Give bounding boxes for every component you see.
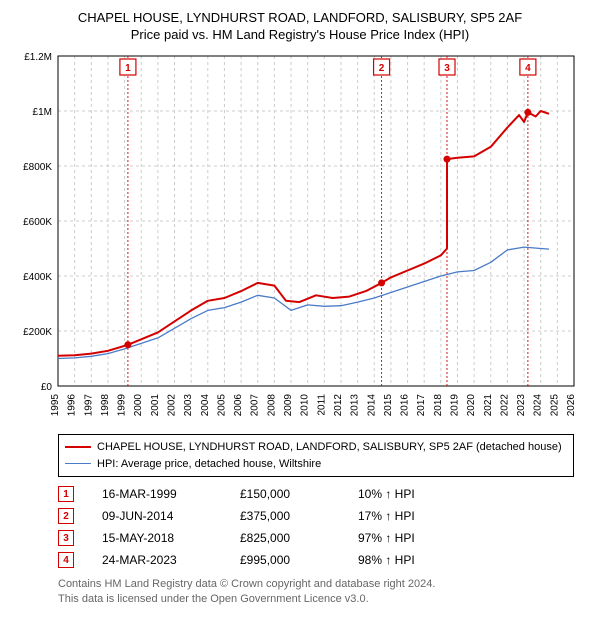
svg-text:2017: 2017 — [416, 394, 427, 417]
transaction-row: 3 15-MAY-2018 £825,000 97% ↑ HPI — [58, 527, 574, 549]
transaction-marker: 3 — [58, 530, 74, 546]
svg-text:2015: 2015 — [383, 394, 394, 417]
transaction-price: £375,000 — [240, 509, 330, 523]
transaction-date: 15-MAY-2018 — [102, 531, 212, 545]
svg-text:2020: 2020 — [466, 394, 477, 417]
svg-text:2022: 2022 — [499, 394, 510, 417]
svg-text:2: 2 — [379, 63, 385, 74]
transaction-row: 1 16-MAR-1999 £150,000 10% ↑ HPI — [58, 483, 574, 505]
svg-text:£1M: £1M — [33, 107, 52, 118]
svg-text:2026: 2026 — [566, 394, 577, 417]
svg-text:2011: 2011 — [316, 394, 327, 416]
svg-text:1999: 1999 — [117, 394, 128, 417]
svg-text:2021: 2021 — [483, 394, 494, 417]
transactions-table: 1 16-MAR-1999 £150,000 10% ↑ HPI 2 09-JUN-201… — [58, 483, 574, 571]
svg-text:£1.2M: £1.2M — [24, 52, 52, 63]
svg-text:2023: 2023 — [516, 394, 527, 417]
legend-swatch — [65, 463, 91, 464]
chart-title: CHAPEL HOUSE, LYNDHURST ROAD, LANDFORD, … — [12, 10, 588, 25]
svg-text:4: 4 — [525, 63, 531, 74]
legend-label: HPI: Average price, detached house, Wilt… — [97, 456, 321, 473]
svg-text:1: 1 — [125, 63, 131, 74]
svg-text:1997: 1997 — [83, 394, 94, 417]
transaction-date: 24-MAR-2023 — [102, 553, 212, 567]
svg-text:2004: 2004 — [200, 394, 211, 417]
svg-text:2009: 2009 — [283, 394, 294, 417]
svg-text:£600K: £600K — [23, 217, 52, 228]
transaction-date: 16-MAR-1999 — [102, 487, 212, 501]
svg-text:2001: 2001 — [150, 394, 161, 417]
svg-text:2019: 2019 — [449, 394, 460, 417]
svg-text:2025: 2025 — [549, 394, 560, 417]
svg-text:2005: 2005 — [216, 394, 227, 417]
legend-box: CHAPEL HOUSE, LYNDHURST ROAD, LANDFORD, … — [58, 434, 574, 477]
svg-text:1995: 1995 — [50, 394, 61, 417]
svg-text:2000: 2000 — [133, 394, 144, 417]
transaction-price: £825,000 — [240, 531, 330, 545]
legend-swatch — [65, 446, 91, 448]
svg-text:£200K: £200K — [23, 327, 52, 338]
chart-area: £0 £200K £400K £600K £800K £1M £1.2M 1995 1996 19… — [12, 48, 588, 428]
transaction-date: 09-JUN-2014 — [102, 509, 212, 523]
transaction-price: £995,000 — [240, 553, 330, 567]
transaction-marker: 4 — [58, 552, 74, 568]
footer-line-1: Contains HM Land Registry data © Crown c… — [58, 577, 574, 592]
chart-svg: £0 £200K £400K £600K £800K £1M £1.2M 1995 1996 19… — [12, 48, 588, 428]
chart-container: CHAPEL HOUSE, LYNDHURST ROAD, LANDFORD, … — [0, 0, 600, 615]
svg-text:2016: 2016 — [400, 394, 411, 417]
chart-subtitle: Price paid vs. HM Land Registry's House … — [12, 27, 588, 42]
transaction-row: 2 09-JUN-2014 £375,000 17% ↑ HPI — [58, 505, 574, 527]
svg-text:1996: 1996 — [67, 394, 78, 417]
svg-text:2014: 2014 — [366, 394, 377, 417]
svg-text:2002: 2002 — [167, 394, 178, 417]
svg-text:2018: 2018 — [433, 394, 444, 417]
svg-text:£400K: £400K — [23, 272, 52, 283]
svg-text:£0: £0 — [41, 382, 53, 393]
svg-text:3: 3 — [444, 63, 450, 74]
transaction-pct: 17% ↑ HPI — [358, 509, 468, 523]
svg-text:2024: 2024 — [533, 394, 544, 417]
transaction-pct: 97% ↑ HPI — [358, 531, 468, 545]
transaction-row: 4 24-MAR-2023 £995,000 98% ↑ HPI — [58, 549, 574, 571]
legend-row: CHAPEL HOUSE, LYNDHURST ROAD, LANDFORD, … — [65, 439, 567, 456]
transaction-marker: 2 — [58, 508, 74, 524]
footer-line-2: This data is licensed under the Open Gov… — [58, 592, 574, 607]
transaction-pct: 98% ↑ HPI — [358, 553, 468, 567]
svg-text:£800K: £800K — [23, 162, 52, 173]
svg-text:2003: 2003 — [183, 394, 194, 417]
legend-row: HPI: Average price, detached house, Wilt… — [65, 456, 567, 473]
transaction-price: £150,000 — [240, 487, 330, 501]
footer: Contains HM Land Registry data © Crown c… — [58, 577, 574, 607]
svg-text:2010: 2010 — [300, 394, 311, 417]
svg-text:2012: 2012 — [333, 394, 344, 417]
transaction-pct: 10% ↑ HPI — [358, 487, 468, 501]
svg-text:2006: 2006 — [233, 394, 244, 417]
svg-text:2013: 2013 — [350, 394, 361, 417]
svg-text:2007: 2007 — [250, 394, 261, 417]
transaction-marker: 1 — [58, 486, 74, 502]
legend-label: CHAPEL HOUSE, LYNDHURST ROAD, LANDFORD, … — [97, 439, 562, 456]
svg-text:2008: 2008 — [266, 394, 277, 417]
svg-text:1998: 1998 — [100, 394, 111, 417]
